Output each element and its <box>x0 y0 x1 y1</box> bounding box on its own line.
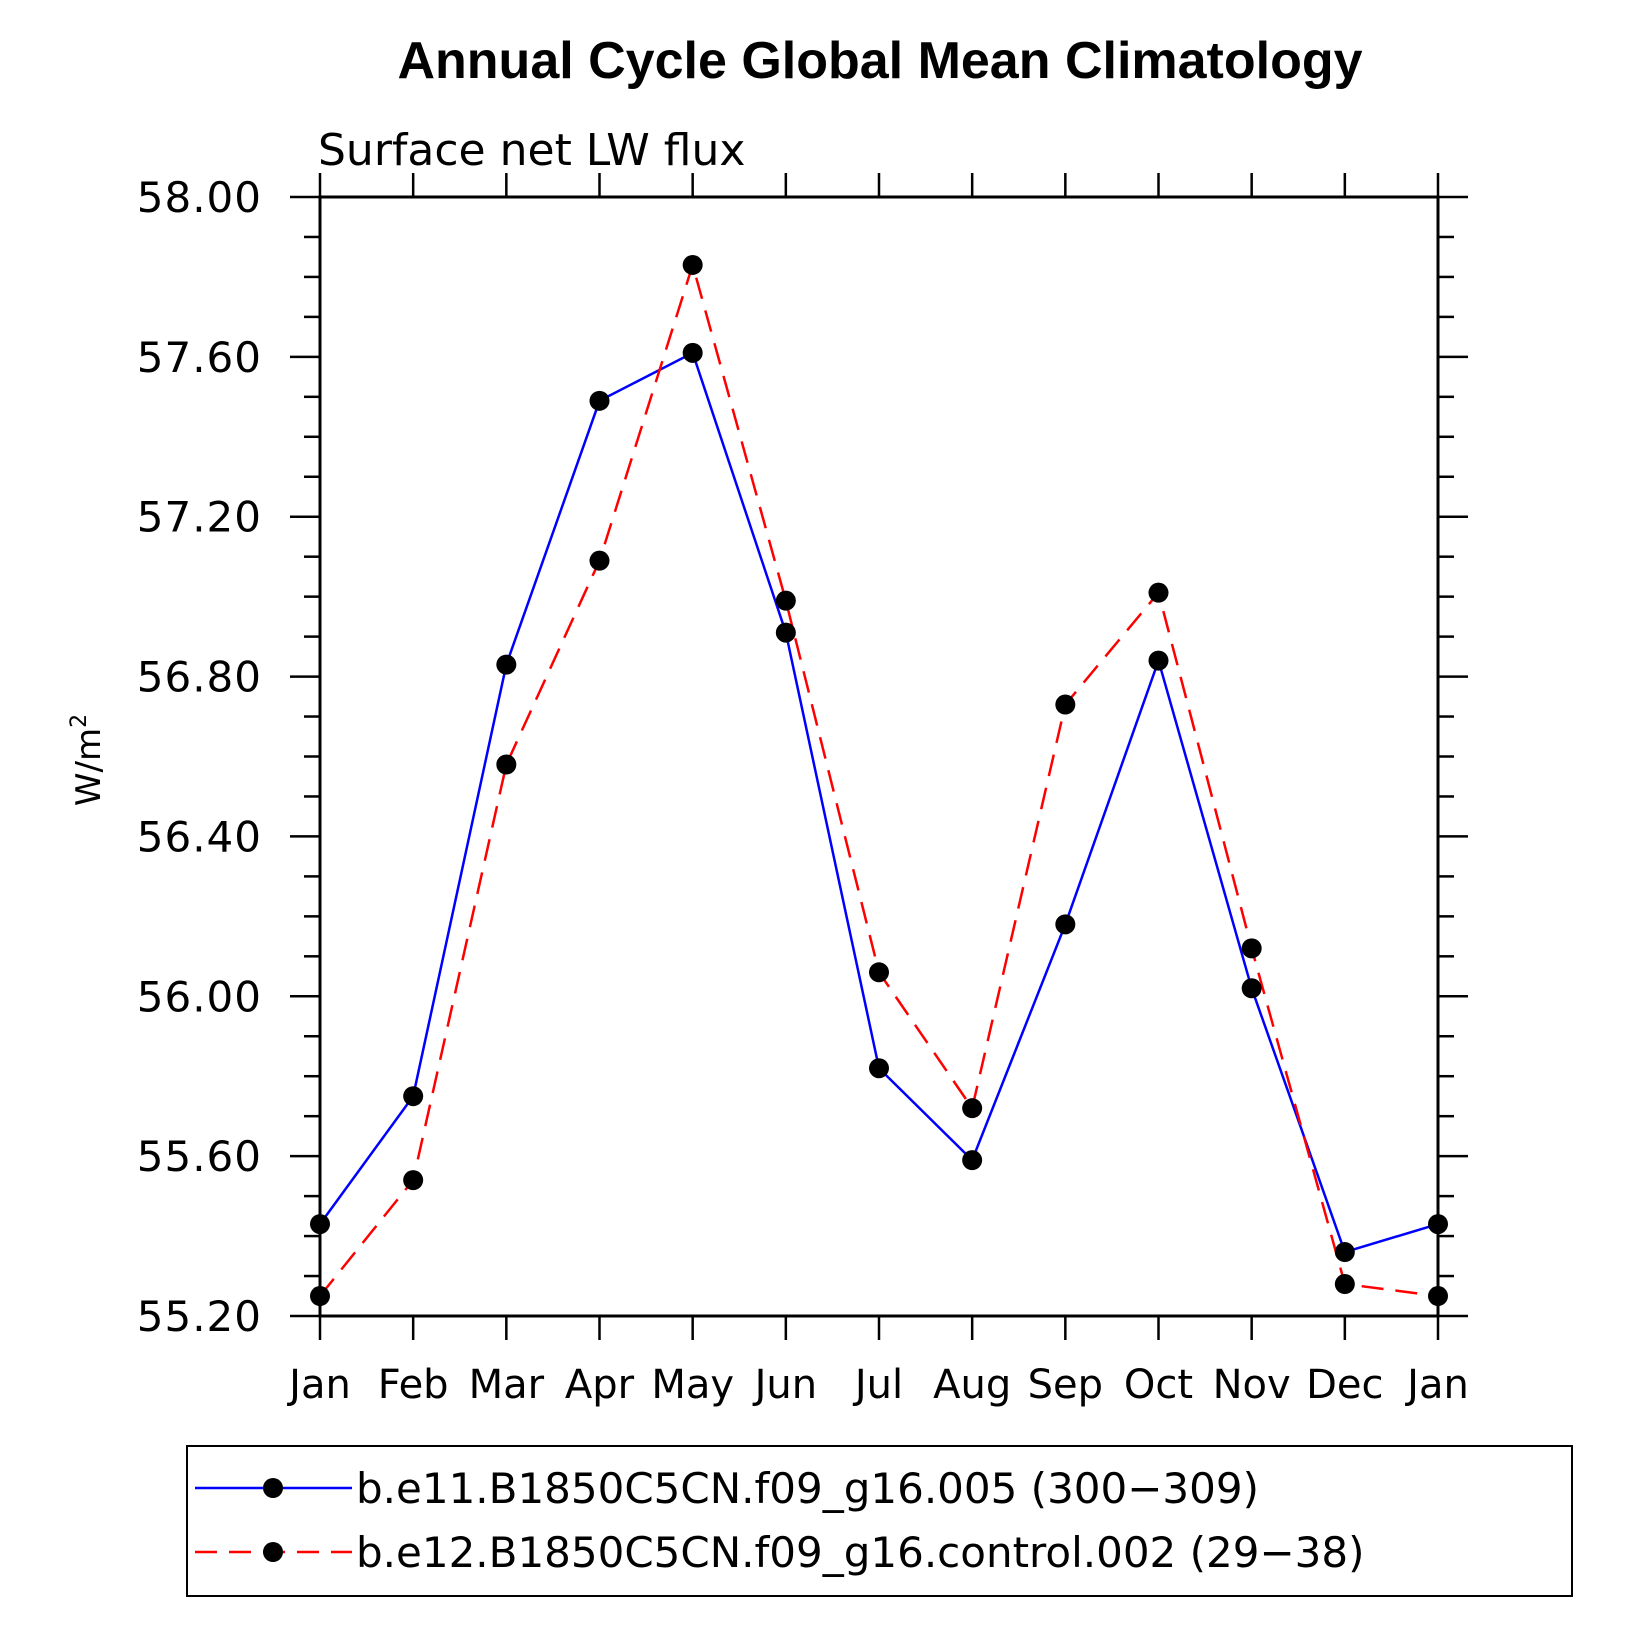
y-axis-label-superscript: 2 <box>67 714 92 728</box>
y-axis-label: W/m2 <box>67 714 109 806</box>
series-line-2 <box>319 260 1439 1298</box>
x-tick-label: May <box>651 1362 734 1408</box>
data-point-series-2 <box>1148 582 1169 603</box>
y-tick-label: 58.00 <box>137 173 262 222</box>
x-tick-label: Dec <box>1306 1362 1383 1408</box>
series-layer <box>310 254 1448 1307</box>
legend-label-2: b.e12.B1850C5CN.f09_g16.control.002 (29−… <box>356 1528 1364 1577</box>
x-tick-label: Jan <box>1404 1362 1469 1408</box>
legend-label-1: b.e11.B1850C5CN.f09_g16.005 (300−309) <box>356 1464 1259 1513</box>
x-tick-label: Apr <box>565 1362 635 1408</box>
legend-marker-1 <box>263 1478 283 1498</box>
y-tick-label: 57.60 <box>137 333 262 382</box>
data-point-series-2 <box>589 550 610 571</box>
y-tick-label: 57.20 <box>137 493 262 542</box>
x-tick-label: Jun <box>752 1362 818 1408</box>
data-point-series-2 <box>869 962 889 983</box>
data-point-series-2 <box>496 754 517 775</box>
data-point-series-1 <box>1241 978 1262 999</box>
x-tick-label: Nov <box>1213 1362 1291 1408</box>
legend-box <box>186 1445 1573 1597</box>
x-tick-label: Oct <box>1124 1362 1193 1408</box>
data-point-series-2 <box>962 1098 983 1119</box>
data-point-series-1 <box>496 654 517 675</box>
legend: b.e11.B1850C5CN.f09_g16.005 (300−309) b.e… <box>186 1445 1573 1597</box>
x-tick-label: Feb <box>378 1362 449 1408</box>
data-point-series-1 <box>775 622 796 643</box>
data-point-series-2 <box>403 1170 424 1191</box>
axes: Jan Feb Mar Apr May Jun Jul Aug Sep Oct Nov Dec Jan 5… <box>137 173 1469 1408</box>
data-point-series-1 <box>1055 914 1076 935</box>
series-line-1 <box>318 351 1439 1254</box>
chart-subtitle: Surface net LW flux <box>318 125 745 176</box>
y-tick-label: 56.80 <box>137 653 262 702</box>
chart-title: Annual Cycle Global Mean Climatology <box>397 32 1362 90</box>
y-tick-label: 56.40 <box>137 812 262 861</box>
x-tick-label: Aug <box>933 1362 1011 1408</box>
data-point-series-2 <box>1428 1286 1448 1307</box>
data-point-series-1 <box>310 1214 330 1235</box>
data-point-series-2 <box>310 1286 330 1307</box>
y-tick-label: 56.00 <box>137 972 262 1021</box>
data-point-series-2 <box>1241 938 1262 959</box>
data-point-series-1 <box>1334 1242 1355 1263</box>
data-point-series-2 <box>1334 1274 1355 1295</box>
x-tick-label: Jul <box>852 1362 903 1408</box>
data-point-series-2 <box>682 254 703 275</box>
y-tick-label: 55.20 <box>137 1292 262 1341</box>
y-tick-label: 55.60 <box>137 1132 262 1181</box>
data-point-series-1 <box>1428 1214 1448 1235</box>
data-point-series-1 <box>1148 650 1169 671</box>
legend-marker-2 <box>263 1542 283 1562</box>
data-point-series-1 <box>962 1150 983 1171</box>
data-point-series-1 <box>589 390 610 411</box>
data-point-series-1 <box>682 342 703 363</box>
data-point-series-2 <box>775 590 796 611</box>
x-tick-label: Jan <box>286 1362 351 1408</box>
y-axis-label-unit: W/m <box>69 728 109 806</box>
x-tick-label: Mar <box>469 1362 545 1408</box>
data-point-series-1 <box>403 1086 424 1107</box>
x-tick-label: Sep <box>1028 1362 1103 1408</box>
data-point-series-2 <box>1055 694 1076 715</box>
data-point-series-1 <box>869 1058 889 1079</box>
